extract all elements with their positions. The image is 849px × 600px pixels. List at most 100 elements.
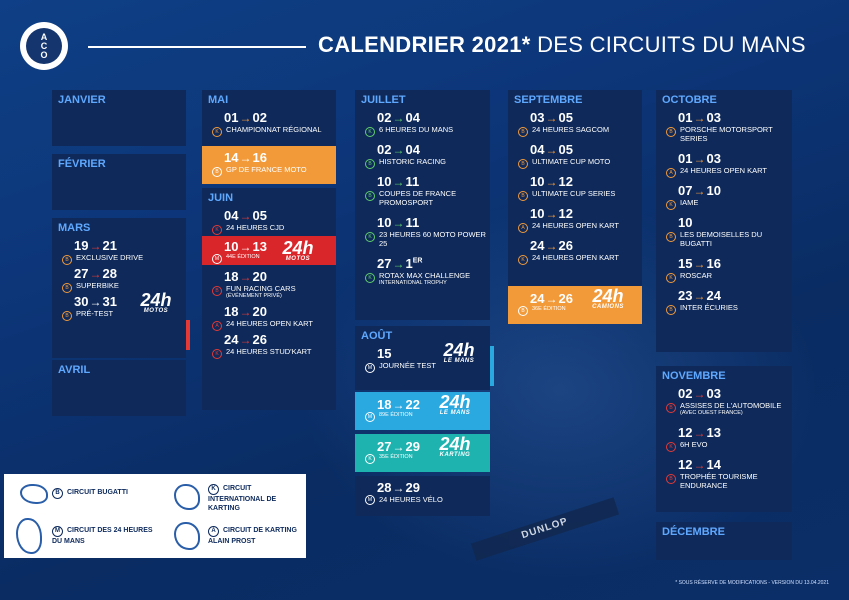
arrow-icon: → (693, 387, 706, 401)
event-item: 28→29 24 HEURES VÉLO M (355, 476, 490, 505)
circuit-icon: B (365, 191, 375, 201)
arrow-icon: → (545, 292, 558, 306)
month-fevrier: FÉVRIER (52, 154, 186, 210)
circuit-icon: B (666, 305, 676, 315)
logo-letter-a: A (40, 31, 48, 42)
event-item: 27→29 35E ÉDITION K 24h KARTING (355, 434, 490, 464)
event-item: 01→02 CHAMPIONNAT RÉGIONAL K (202, 110, 336, 137)
circuit-icon: M (365, 495, 375, 505)
event-item: 19→21 EXCLUSIVE DRIVE B (52, 238, 186, 265)
24h-motos-logo: 24h MOTOS (282, 238, 314, 262)
footnote: * SOUS RÉSERVE DE MODIFICATIONS - VERSIO… (675, 580, 829, 586)
month-label: JANVIER (58, 94, 106, 106)
event-item: 15→16 ROSCAR K (656, 256, 792, 283)
accent-bar (186, 320, 190, 350)
event-item: 12→13 6H EVO K (656, 425, 792, 452)
bugatti-track-icon (20, 484, 48, 504)
circuit-icon: M (212, 254, 222, 264)
circuit-icon: K (666, 200, 676, 210)
arrow-icon: → (239, 333, 252, 347)
event-item: 24→26 24 HEURES STUD'KART K (202, 332, 336, 359)
title-light: DES CIRCUITS DU MANS (537, 32, 806, 57)
event-item: 10→11 23 HEURES 60 MOTO POWER 25 K (355, 215, 490, 248)
arrow-icon: → (545, 239, 558, 253)
circuit-icon: B (365, 159, 375, 169)
karting-track-icon (174, 484, 200, 510)
circuit-icon: K (365, 273, 375, 283)
circuit-icon: K (666, 273, 676, 283)
arrow-icon: → (693, 426, 706, 440)
arrow-icon: → (392, 143, 405, 157)
event-item: 04→05 ULTIMATE CUP MOTO B (508, 142, 642, 169)
month-label: JUIN (208, 192, 234, 204)
circuit-icon: A (518, 223, 528, 233)
month-label: FÉVRIER (58, 158, 106, 170)
arrow-icon: → (392, 216, 405, 230)
arrow-icon: → (239, 209, 252, 223)
arrow-icon: → (89, 239, 102, 253)
accent-bar (490, 346, 494, 386)
event-item: 23→24 INTER ÉCURIES B (656, 288, 792, 315)
month-mars: MARS 19→21 EXCLUSIVE DRIVE B 27→28 SUPER… (52, 218, 190, 358)
event-item: 04→05 24 HEURES CJD K (202, 208, 336, 235)
legend-item: M CIRCUIT DES 24 HEURES DU MANS (52, 526, 153, 545)
event-item: 10→11 COUPES DE FRANCE PROMOSPORT B (355, 174, 490, 207)
event-item: 02→04 HISTORIC RACING B (355, 142, 490, 169)
arrow-icon: → (392, 440, 405, 454)
event-item: 30→31 PRÉ-TEST B 24h MOTOS (52, 290, 186, 321)
circuit-icon: K (212, 127, 222, 137)
arrow-icon: → (545, 175, 558, 189)
month-septembre: SEPTEMBRE 03→05 24 HEURES SAGCOM B 04→05… (508, 90, 642, 286)
arrow-icon: → (392, 398, 405, 412)
circuit-icon: B (212, 167, 222, 177)
circuit-icon: K (212, 349, 222, 359)
event-24h-lemans: 18→22 89E ÉDITION M 24h LE MANS (355, 392, 490, 430)
event-24h-camions: 24→26 36E ÉDITION B 24h CAMIONS (508, 286, 642, 324)
circuit-icon: B (62, 283, 72, 293)
arrow-icon: → (693, 289, 706, 303)
arrow-icon: → (392, 481, 405, 495)
circuit-icon: B (666, 232, 676, 242)
event-item: 27→28 SUPERBIKE B (52, 266, 186, 293)
event-item: 01→03 24 HEURES OPEN KART A (656, 151, 792, 178)
event-item: 10→12 24 HEURES OPEN KART A (508, 206, 642, 233)
event-item: 02→04 6 HEURES DU MANS K (355, 110, 490, 137)
month-novembre: NOVEMBRE 02→03 ASSISES DE L'AUTOMOBILE (… (656, 366, 792, 512)
month-label: AVRIL (58, 364, 91, 376)
event-item: 10 LES DEMOISELLES DU BUGATTI B (656, 215, 792, 248)
month-avril: AVRIL (52, 360, 186, 416)
arrow-icon: → (239, 151, 252, 165)
arrow-icon: → (392, 257, 405, 271)
legend-item: A CIRCUIT DE KARTING ALAIN PROST (208, 526, 297, 545)
event-item: 18→20 FUN RACING CARS (ÉVÉNEMENT PRIVÉ) … (202, 269, 336, 300)
24h-karting-logo: 24h KARTING (439, 434, 471, 458)
event-24h-motos: 10→13 44E ÉDITION M 24h MOTOS (202, 236, 336, 265)
24h-lemans-logo: 24h LE MANS (439, 392, 471, 416)
arrow-icon: → (392, 175, 405, 189)
event-24h-velo: 28→29 24 HEURES VÉLO M (355, 476, 490, 516)
event-item: 27→1ER ROTAX MAX CHALLENGE INTERNATIONAL… (355, 256, 490, 287)
circuit-icon: B (666, 403, 676, 413)
title-divider (88, 46, 306, 48)
month-mai: MAI 01→02 CHAMPIONNAT RÉGIONAL K (202, 90, 336, 146)
24h-camions-logo: 24h CAMIONS (592, 286, 624, 310)
event-gp-moto: 14→16 GP DE FRANCE MOTO B (202, 146, 336, 184)
event-item: 24→26 24 HEURES OPEN KART K (508, 238, 642, 265)
event-item: 18→20 24 HEURES OPEN KART A (202, 304, 336, 331)
legend-item: B CIRCUIT BUGATTI (52, 488, 128, 499)
event-item: 15 JOURNÉE TEST M 24h LE MANS (355, 341, 490, 373)
circuit-icon: B (62, 311, 72, 321)
logo-letter-c: C (40, 40, 48, 51)
month-janvier: JANVIER (52, 90, 186, 146)
circuit-icon: B (518, 127, 528, 137)
arrow-icon: → (392, 111, 405, 125)
arrow-icon: → (89, 267, 102, 281)
arrow-icon: → (693, 152, 706, 166)
24h-motos-logo: 24h MOTOS (140, 290, 172, 314)
arrow-icon: → (693, 257, 706, 271)
aco-logo: A C O (20, 22, 68, 70)
month-label: MAI (208, 94, 229, 106)
month-label: AOÛT (361, 330, 393, 342)
month-label: DÉCEMBRE (662, 526, 725, 538)
circuit-icon: B (666, 127, 676, 137)
